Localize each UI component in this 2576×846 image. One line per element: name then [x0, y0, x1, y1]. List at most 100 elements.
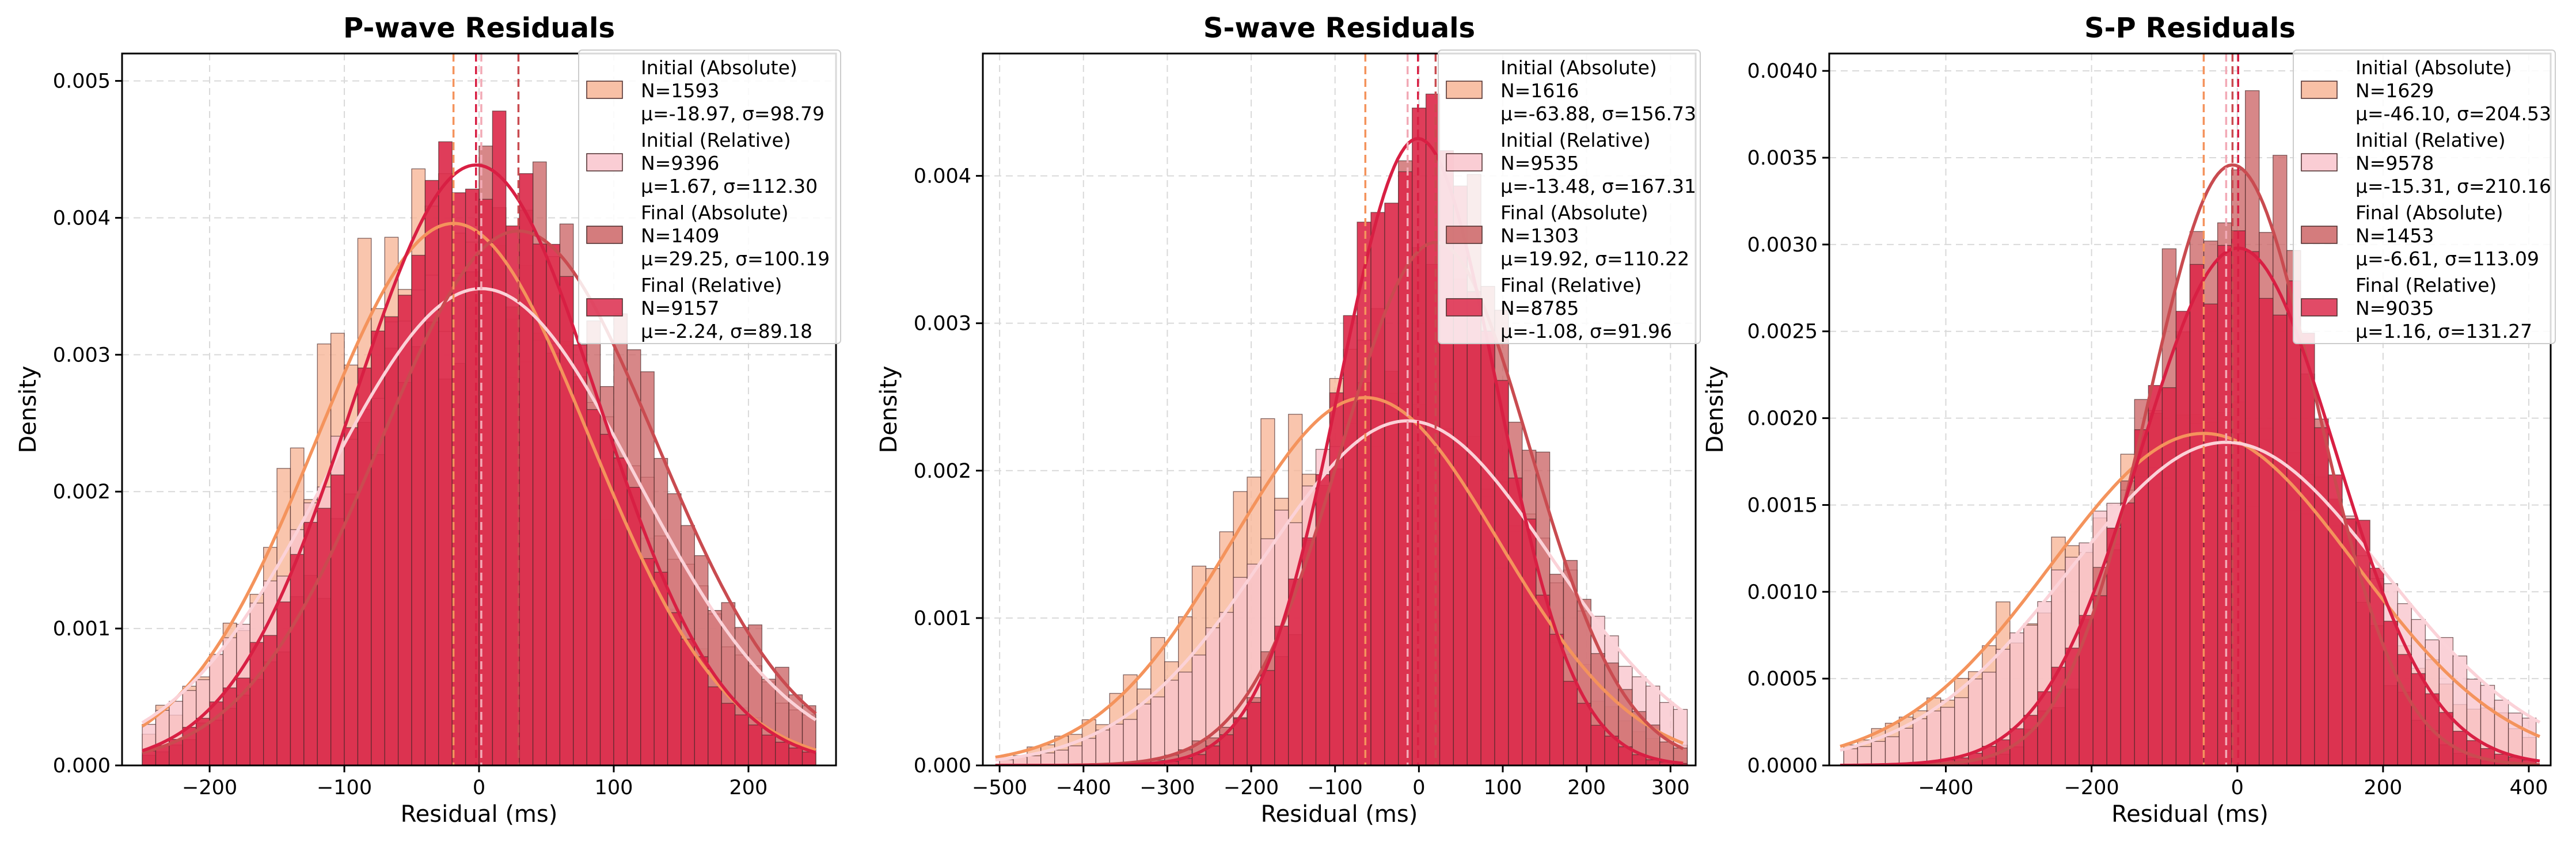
x-axis-label: Residual (ms) — [1261, 801, 1418, 828]
x-tick-label: 0 — [1412, 776, 1425, 799]
legend-swatch-2 — [2301, 153, 2338, 172]
histogram-bar — [1109, 723, 1124, 765]
legend-entry-text: μ=19.92, σ=110.22 — [1500, 247, 1689, 270]
legend-entry-text: μ=-46.10, σ=204.53 — [2355, 102, 2551, 125]
x-tick-label: 300 — [1651, 776, 1690, 799]
legend-entry-text: N=9535 — [1500, 152, 1579, 174]
legend-entry-text: N=8785 — [1500, 297, 1579, 319]
legend-entry-text: μ=-6.61, σ=113.09 — [2355, 247, 2539, 270]
histogram-bar — [681, 638, 695, 765]
legend-entry-text: μ=-15.31, σ=210.16 — [2355, 175, 2551, 197]
histogram-bar — [1233, 718, 1248, 765]
y-axis-label: Density — [15, 365, 41, 453]
histogram-bar — [357, 367, 372, 765]
legend-swatch-4 — [1446, 298, 1483, 317]
histogram-bar — [1576, 703, 1591, 765]
legend-entry-text: N=9035 — [2355, 297, 2434, 319]
legend-entry-text: μ=-63.88, σ=156.73 — [1500, 102, 1696, 125]
histogram-bar — [640, 558, 655, 765]
histogram-bar — [384, 316, 399, 765]
histogram-bar — [2300, 333, 2315, 765]
histogram-bar — [1095, 729, 1110, 765]
legend-entry-text: μ=-2.24, σ=89.18 — [641, 320, 812, 342]
x-tick-label: 400 — [2510, 776, 2548, 799]
histogram-bar — [438, 141, 453, 765]
histogram-bar — [721, 703, 736, 765]
y-tick-label: 0.0010 — [1747, 581, 1818, 604]
histogram-bar — [344, 427, 359, 765]
histogram-bar — [546, 243, 561, 765]
histogram-bar — [748, 724, 762, 765]
histogram-bar — [2120, 502, 2135, 765]
legend-entry-text: N=9157 — [641, 297, 719, 319]
histogram-bar — [2259, 298, 2274, 765]
histogram-bar — [708, 686, 722, 765]
histogram-bar — [2161, 387, 2177, 765]
axes-frame — [1828, 52, 2552, 767]
histogram-bar — [2355, 520, 2370, 765]
panel-2: −500 −400 −300 −200 −100 0 100 200 300 0.000 0.001… — [876, 12, 1701, 828]
y-axis-label: Density — [1702, 365, 1728, 453]
histogram-bar — [1871, 741, 1886, 765]
histogram-bar — [1926, 710, 1942, 765]
histogram-bar — [2286, 280, 2301, 765]
x-tick-label: 200 — [730, 776, 768, 799]
legend-entry-text: N=1593 — [641, 79, 719, 102]
x-tick-label: 0 — [2231, 776, 2244, 799]
legend-entry-text: Final (Relative) — [1500, 274, 1642, 296]
histogram-bar — [2106, 527, 2121, 765]
histogram-bar — [2383, 620, 2398, 765]
kde-curve-1 — [995, 396, 1684, 759]
histogram-bar — [317, 508, 332, 765]
panel-1: −200 −100 0 100 200 0.000 0.001 0.002 0.003 0.004… — [15, 12, 841, 828]
histogram-bar — [2217, 245, 2232, 765]
legend-entry-text: N=9396 — [641, 152, 719, 174]
histogram-bar — [654, 571, 668, 765]
axes-frame — [982, 52, 1697, 767]
y-tick-label: 0.001 — [914, 607, 971, 630]
histogram-bar — [1466, 291, 1481, 765]
histogram-bar — [1508, 477, 1523, 765]
plot-area — [995, 54, 1688, 765]
histogram-bar — [1412, 108, 1427, 765]
histogram-bar — [734, 714, 749, 765]
kde-curve-3 — [1840, 163, 2540, 765]
y-tick-label: 0.0000 — [1747, 754, 1818, 778]
histogram-bar — [397, 295, 412, 765]
histogram-bar — [1040, 752, 1055, 765]
histogram-bar — [1843, 748, 1859, 765]
histogram-bar — [1274, 626, 1289, 765]
histogram-bar — [1067, 745, 1083, 765]
legend-swatch-4 — [2301, 298, 2338, 317]
histogram-4 — [1843, 230, 2537, 765]
legend-entry-text: Final (Absolute) — [2355, 201, 2503, 224]
histogram-bar — [667, 612, 682, 765]
legend-swatch-3 — [1446, 226, 1483, 244]
histogram-bar — [1054, 749, 1069, 765]
histogram-bar — [1590, 725, 1605, 765]
legend-entry-text: Initial (Absolute) — [641, 56, 797, 79]
legend-entry-text: Final (Absolute) — [641, 201, 789, 224]
legend-swatch-1 — [2301, 81, 2338, 99]
legend-entry-text: N=1616 — [1500, 79, 1579, 102]
kde-curve-2 — [141, 287, 817, 725]
x-tick-label: −200 — [1224, 776, 1279, 799]
legend-entry-text: μ=1.16, σ=131.27 — [2355, 320, 2532, 342]
legend-entry-text: Final (Absolute) — [1500, 201, 1648, 224]
legend-entry-text: Final (Relative) — [641, 274, 782, 296]
x-tick-label: −200 — [2064, 776, 2119, 799]
x-tick-label: −500 — [972, 776, 1027, 799]
x-tick-label: −100 — [1308, 776, 1363, 799]
histogram-bar — [1123, 719, 1138, 765]
legend-box — [2293, 49, 2556, 344]
legend-entry-text: N=1453 — [2355, 224, 2434, 247]
legend-swatch-3 — [586, 226, 623, 244]
y-tick-label: 0.0030 — [1747, 234, 1818, 257]
histogram-bar — [788, 747, 803, 765]
x-tick-label: −400 — [1918, 776, 1973, 799]
histogram-bar — [506, 225, 520, 765]
histogram-bar — [290, 554, 305, 765]
x-tick-label: 100 — [1484, 776, 1522, 799]
histogram-bar — [1480, 330, 1495, 765]
